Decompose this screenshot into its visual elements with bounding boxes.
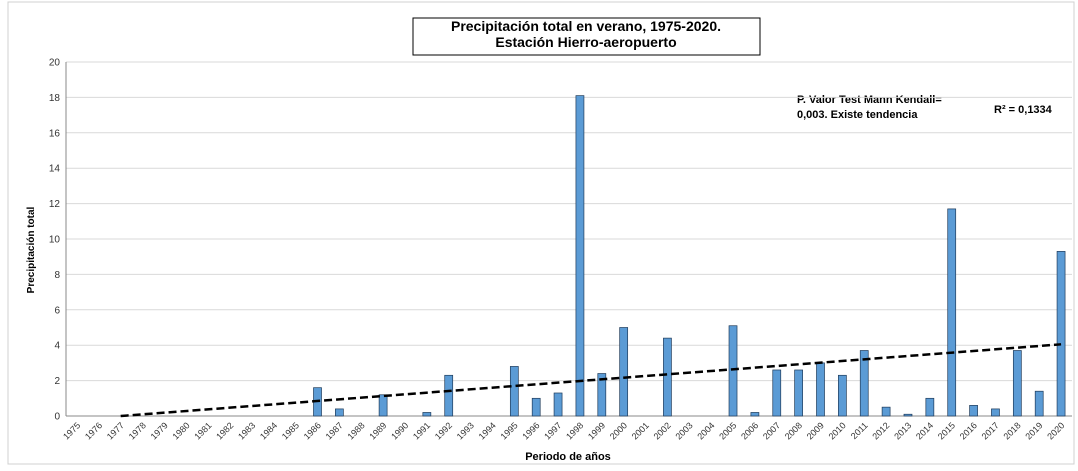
y-tick-label: 18 [49, 93, 61, 104]
y-tick-label: 14 [49, 164, 61, 175]
trend-line [120, 343, 1062, 418]
annotation: R² = 0,1334 [994, 104, 1053, 116]
bar [335, 408, 344, 417]
bar [1012, 350, 1022, 417]
bar [903, 413, 913, 417]
bar [378, 394, 388, 417]
bar [750, 412, 760, 417]
bar [509, 366, 519, 417]
bar [553, 392, 563, 417]
y-tick-label: 6 [54, 305, 60, 316]
chart-frame [7, 1, 1075, 465]
y-tick-label: 8 [54, 270, 60, 281]
x-axis-label: Periodo de años [525, 451, 611, 463]
chart-title: Estación Hierro-aeropuerto [495, 34, 676, 50]
bar [531, 397, 541, 417]
y-tick-label: 10 [49, 235, 61, 246]
bar [663, 337, 672, 417]
y-tick-label: 12 [49, 199, 61, 210]
bar [816, 362, 825, 417]
chart-title: Precipitación total en verano, 1975-2020… [451, 18, 721, 34]
bar [444, 374, 454, 417]
annotation: P. Valor Test Mann Kendall= [797, 94, 942, 106]
y-tick-label: 0 [54, 412, 60, 423]
bar [772, 369, 782, 417]
bar [794, 369, 803, 417]
bar [422, 412, 432, 417]
title-box [412, 17, 761, 56]
bar [947, 208, 957, 417]
y-axis-label: Precipitación total [26, 206, 37, 293]
bar [619, 327, 629, 417]
y-tick-label: 4 [54, 341, 60, 352]
y-tick-label: 20 [49, 58, 61, 69]
bar [859, 350, 869, 417]
bar [881, 406, 891, 417]
bar [925, 397, 935, 417]
annotation: 0,003. Existe tendencia [797, 109, 918, 121]
bar [597, 373, 607, 417]
y-tick-label: 2 [54, 376, 60, 387]
y-tick-label: 16 [49, 128, 61, 139]
bar [838, 374, 847, 417]
bar [728, 325, 738, 417]
bar [991, 408, 1000, 417]
bar [1056, 251, 1066, 417]
bar [575, 95, 585, 417]
bar [969, 405, 978, 417]
bar [1034, 390, 1044, 417]
